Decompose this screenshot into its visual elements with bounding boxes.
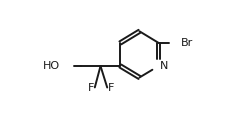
- Text: F: F: [108, 83, 114, 93]
- Text: N: N: [160, 61, 168, 71]
- Text: F: F: [88, 83, 94, 93]
- Text: Br: Br: [180, 38, 193, 48]
- Text: HO: HO: [42, 61, 60, 71]
